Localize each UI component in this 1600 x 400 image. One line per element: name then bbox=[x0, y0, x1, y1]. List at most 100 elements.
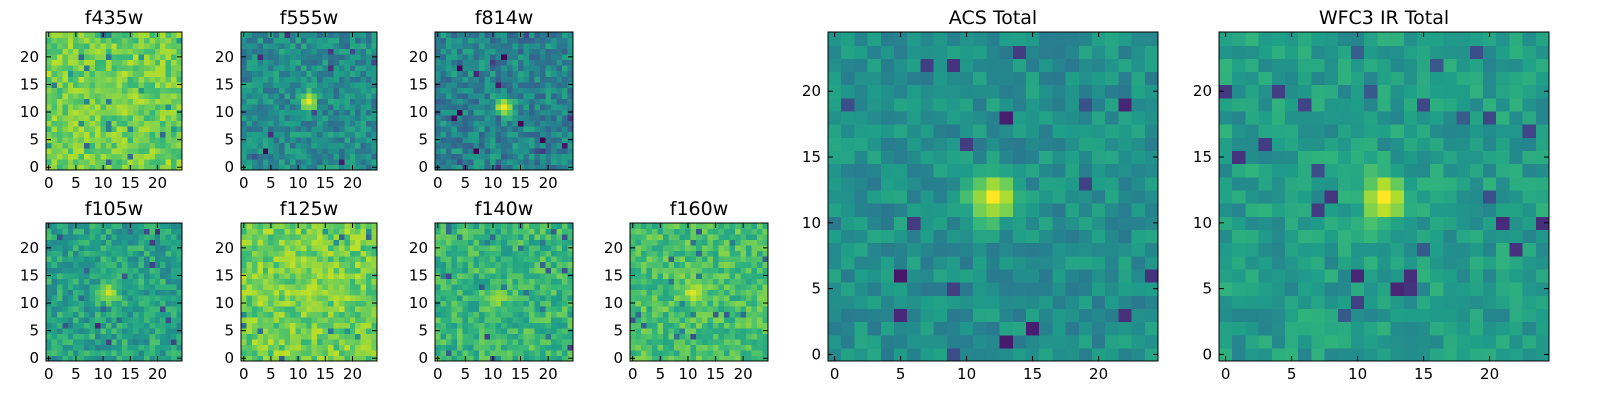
pixel-cell bbox=[111, 147, 118, 155]
pixel-cell bbox=[138, 65, 145, 72]
pixel-cell bbox=[690, 316, 697, 323]
pixel-cell bbox=[462, 256, 469, 263]
pixel-cell bbox=[78, 76, 85, 83]
pixel-cell bbox=[160, 311, 167, 318]
pixel-cell bbox=[344, 43, 351, 50]
pixel-cell bbox=[89, 92, 96, 99]
pixel-cell bbox=[635, 289, 642, 296]
pixel-cell bbox=[56, 316, 63, 323]
pixel-cell bbox=[696, 355, 703, 362]
pixel-cell bbox=[311, 300, 318, 307]
pixel-cell bbox=[105, 48, 112, 55]
pixel-cell bbox=[94, 344, 101, 351]
pixel-cell bbox=[111, 120, 118, 127]
pixel-cell bbox=[289, 70, 296, 77]
pixel-cell bbox=[73, 103, 80, 110]
pixel-cell bbox=[999, 216, 1014, 230]
pixel-cell bbox=[663, 322, 670, 329]
pixel-cell bbox=[289, 228, 296, 235]
pixel-cell bbox=[295, 37, 302, 44]
pixel-cell bbox=[561, 103, 569, 110]
pixel-cell bbox=[1105, 242, 1119, 257]
pixel-cell bbox=[111, 261, 118, 268]
pixel-cell bbox=[171, 142, 178, 149]
pixel-cell bbox=[523, 81, 530, 88]
pixel-cell bbox=[257, 344, 264, 351]
pixel-cell bbox=[176, 322, 183, 329]
pixel-cell bbox=[94, 147, 101, 155]
pixel-cell bbox=[116, 223, 123, 230]
pixel-cell bbox=[641, 300, 648, 307]
pixel-cell bbox=[550, 164, 558, 171]
pixel-cell bbox=[73, 48, 80, 55]
pixel-cell bbox=[273, 289, 280, 296]
pixel-cell bbox=[854, 347, 869, 362]
pixel-cell bbox=[490, 48, 497, 55]
pixel-cell bbox=[311, 70, 318, 77]
pixel-cell bbox=[160, 153, 167, 160]
pixel-cell bbox=[273, 87, 280, 94]
pixel-cell bbox=[960, 216, 974, 230]
pixel-cell bbox=[451, 223, 458, 230]
pixel-cell bbox=[94, 349, 101, 357]
pixel-cell bbox=[344, 158, 351, 166]
pixel-cell bbox=[1065, 163, 1080, 178]
pixel-cell bbox=[84, 70, 91, 77]
pixel-cell bbox=[78, 316, 85, 323]
pixel-cell bbox=[740, 278, 747, 285]
pixel-cell bbox=[371, 87, 378, 94]
pixel-cell bbox=[696, 338, 703, 346]
pixel-cell bbox=[457, 349, 464, 357]
pixel-cell bbox=[457, 327, 464, 334]
pixel-cell bbox=[328, 333, 335, 340]
pixel-cell bbox=[138, 125, 145, 132]
pixel-cell bbox=[371, 65, 378, 72]
pixel-cell bbox=[561, 289, 569, 296]
pixel-cell bbox=[251, 153, 258, 160]
pixel-cell bbox=[440, 245, 447, 252]
pixel-cell bbox=[149, 114, 156, 121]
pixel-cell bbox=[685, 305, 692, 312]
pixel-cell bbox=[501, 125, 508, 132]
pixel-cell bbox=[105, 338, 112, 346]
pixel-cell bbox=[84, 43, 91, 50]
pixel-cell bbox=[528, 311, 535, 318]
pixel-cell bbox=[495, 267, 502, 274]
pixel-cell bbox=[751, 333, 758, 340]
pixel-cell bbox=[111, 355, 118, 362]
pixel-cell bbox=[328, 355, 335, 362]
pixel-cell bbox=[279, 355, 286, 362]
pixel-cell bbox=[517, 103, 524, 110]
pixel-cell bbox=[1144, 255, 1159, 270]
pixel-cell bbox=[506, 344, 513, 351]
pixel-cell bbox=[279, 344, 286, 351]
pixel-cell bbox=[451, 300, 458, 307]
pixel-cell bbox=[133, 344, 140, 351]
pixel-cell bbox=[468, 54, 475, 61]
pixel-cell bbox=[457, 164, 464, 171]
pixel-cell bbox=[1026, 347, 1040, 362]
pixel-cell bbox=[907, 163, 921, 178]
pixel-cell bbox=[545, 256, 552, 263]
pixel-cell bbox=[111, 349, 118, 357]
pixel-cell bbox=[279, 98, 286, 105]
pixel-cell bbox=[567, 65, 574, 72]
pixel-cell bbox=[105, 261, 112, 268]
pixel-cell bbox=[561, 250, 569, 257]
pixel-cell bbox=[371, 125, 378, 132]
pixel-cell bbox=[300, 125, 307, 132]
pixel-cell bbox=[1131, 216, 1146, 230]
pixel-cell bbox=[841, 334, 855, 349]
pixel-cell bbox=[171, 37, 178, 44]
pixel-cell bbox=[550, 109, 558, 116]
pixel-cell bbox=[512, 142, 519, 149]
pixel-cell bbox=[745, 278, 753, 285]
pixel-cell bbox=[512, 59, 519, 66]
pixel-cell bbox=[751, 344, 758, 351]
pixel-cell bbox=[999, 242, 1014, 257]
pixel-cell bbox=[289, 245, 296, 252]
pixel-cell bbox=[328, 136, 335, 143]
pixel-cell bbox=[138, 278, 145, 285]
pixel-cell bbox=[138, 349, 145, 357]
pixel-cell bbox=[446, 103, 453, 110]
